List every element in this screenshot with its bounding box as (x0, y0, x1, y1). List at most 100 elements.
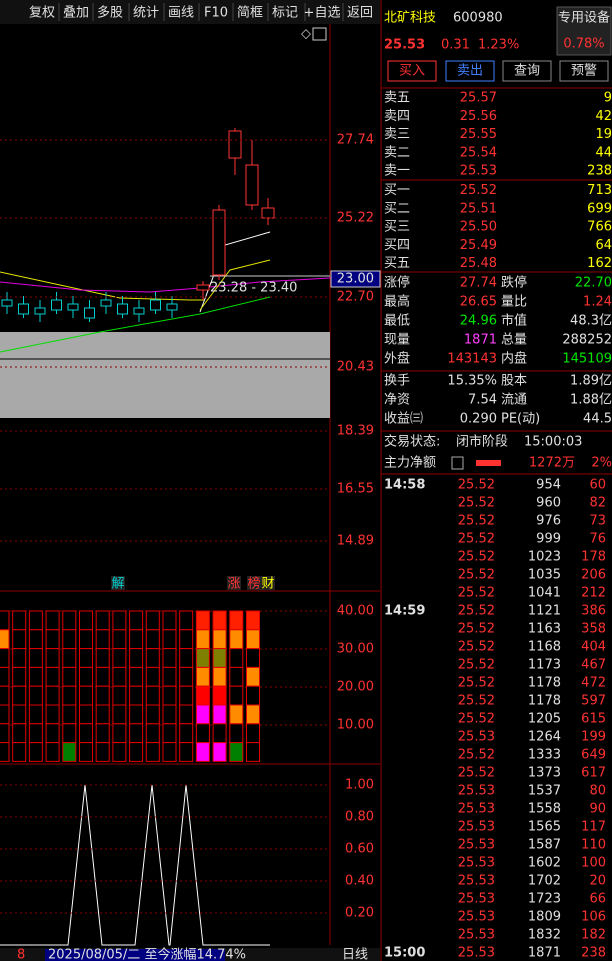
indicator-cell (45, 723, 60, 744)
indicator-cell (246, 685, 260, 706)
tick-count: 76 (589, 532, 606, 547)
indicator-cell (95, 685, 110, 706)
order-label: 卖二 (384, 145, 410, 160)
date-box (45, 949, 225, 961)
action-button[interactable] (559, 60, 609, 82)
stock-name: 北矿科技 (384, 11, 436, 26)
action-button[interactable] (445, 60, 495, 82)
indicator-cell (28, 723, 43, 744)
period[interactable]: 日线 (342, 948, 368, 961)
toolbar-button[interactable]: 统计 (133, 6, 159, 21)
main-force-label: 主力净额 (384, 456, 436, 471)
stat-label: 收益㈢ (384, 412, 423, 427)
indicator-cell (95, 723, 110, 744)
tick-count: 199 (581, 730, 606, 745)
tick-volume: 1702 (528, 874, 561, 889)
toolbar-button[interactable]: 画线 (168, 6, 194, 21)
indicator-cell (129, 648, 144, 668)
indicator-cell (62, 704, 77, 725)
stat-label: 现量 (384, 333, 410, 348)
toolbar-button[interactable]: 复权 (29, 5, 55, 21)
indicator-cell (145, 723, 160, 744)
stat-value: 27.74 (460, 276, 497, 291)
main-force-pct: 2% (591, 456, 612, 471)
window-icon[interactable] (312, 27, 327, 41)
tick-price: 25.52 (458, 496, 495, 511)
candle (84, 307, 95, 319)
stat-value: 1.88亿 (570, 393, 612, 408)
indicator-cell (0, 610, 10, 631)
indicator-cell (229, 723, 244, 744)
indicator-cell (0, 629, 10, 650)
diamond-icon[interactable]: ◇ (301, 27, 311, 42)
toolbar-button[interactable]: 多股 (97, 5, 123, 21)
tick-volume: 1537 (528, 784, 561, 799)
indicator-cell (179, 648, 194, 668)
action-label[interactable]: 买入 (399, 64, 425, 79)
indicator-cell (0, 742, 10, 762)
tick-count: 649 (581, 748, 606, 763)
order-price: 25.54 (460, 145, 497, 160)
indicator-cell (229, 666, 244, 687)
toolbar-button[interactable]: 返回 (347, 6, 373, 21)
tick-price: 25.53 (458, 928, 495, 943)
indicator-cell (179, 666, 194, 687)
tick-price: 25.52 (458, 658, 495, 673)
tick-volume: 1558 (528, 802, 561, 817)
toolbar-button[interactable]: 标记 (272, 6, 298, 21)
indicator-cell (145, 742, 160, 762)
candle (196, 284, 210, 291)
stat-label: 净资 (384, 393, 410, 408)
tick-volume: 1178 (528, 676, 561, 691)
status-label: 交易状态: (384, 434, 440, 450)
tick-time: 15:00 (384, 946, 425, 961)
indicator-cell (212, 666, 227, 687)
ma-line (0, 277, 331, 293)
tick-price: 25.52 (458, 604, 495, 619)
tick-count: 90 (589, 802, 606, 817)
indicator-cell (229, 704, 244, 725)
order-label: 卖五 (384, 91, 410, 106)
stat-value: 24.96 (460, 314, 497, 329)
marker: 财 (261, 577, 274, 592)
ma-line (0, 271, 205, 301)
order-volume: 238 (587, 164, 612, 179)
action-label[interactable]: 预警 (571, 63, 597, 79)
indicator-cell (212, 685, 227, 706)
action-button[interactable] (387, 60, 437, 82)
tick-price: 25.52 (458, 550, 495, 565)
indicator-cell (145, 629, 160, 650)
action-label[interactable]: 卖出 (457, 64, 483, 79)
indicator-cell (162, 666, 177, 687)
tick-volume: 954 (536, 478, 561, 493)
tick-volume: 1565 (528, 820, 561, 835)
indicator-cell (162, 723, 177, 744)
tick-price: 25.52 (458, 748, 495, 763)
indicator-cell (162, 629, 177, 650)
indicator-cell (45, 610, 60, 631)
gray-band (0, 332, 330, 418)
tick-count: 20 (589, 874, 606, 889)
price-axis-label: 27.74 (337, 133, 374, 148)
action-label[interactable]: 查询 (514, 64, 540, 79)
toolbar-button[interactable]: 简框 (237, 5, 263, 21)
tick-price: 25.53 (458, 946, 495, 961)
tick-count: 615 (581, 712, 606, 727)
tick-count: 60 (589, 478, 606, 493)
change-pct: 1.23% (478, 38, 519, 53)
order-volume: 713 (587, 183, 612, 198)
stat-value: 288252 (562, 333, 612, 348)
indicator-cell (0, 685, 10, 706)
toolbar-button[interactable]: 叠加 (63, 6, 89, 21)
indicator-cell (246, 704, 260, 725)
order-label: 买三 (384, 220, 410, 235)
indicator-cell (12, 685, 27, 706)
tick-price: 25.53 (458, 910, 495, 925)
marker: 涨 (227, 577, 240, 592)
tick-count: 117 (581, 820, 606, 835)
toolbar-button[interactable]: F10 (204, 6, 228, 21)
toolbar-button[interactable]: +自选 (304, 6, 341, 21)
action-button[interactable] (502, 60, 552, 82)
indicator-cell (28, 666, 43, 687)
indicator-cell (162, 648, 177, 668)
